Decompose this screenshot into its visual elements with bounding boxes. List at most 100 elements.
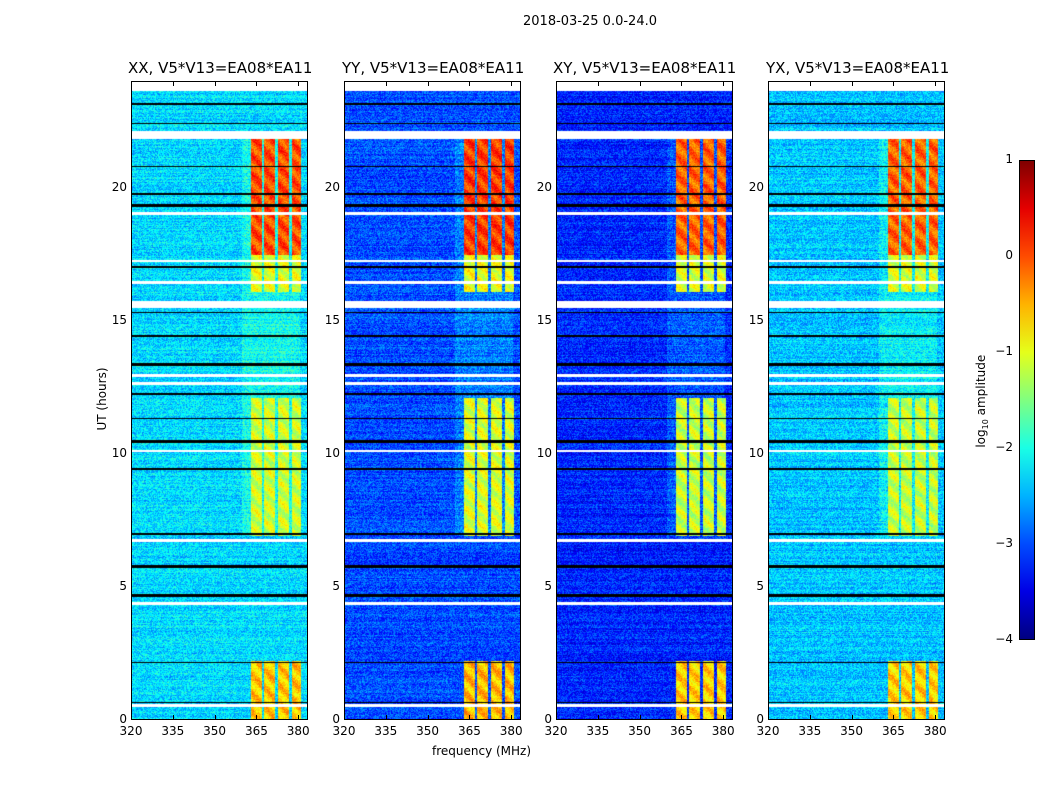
x-tick-mark [385, 715, 387, 719]
x-tick-mark [851, 82, 853, 86]
y-tick-label: 15 [111, 312, 127, 327]
y-tick-label: 20 [111, 179, 127, 194]
x-tick-mark [723, 82, 725, 86]
x-tick-mark [723, 715, 725, 719]
x-tick-mark [427, 82, 429, 86]
x-tick-mark [935, 715, 937, 719]
x-tick-label: 380 [499, 724, 523, 738]
x-tick-mark [256, 82, 258, 86]
y-tick-label: 10 [324, 445, 340, 460]
x-tick-label: 335 [374, 724, 398, 738]
x-tick-mark [172, 715, 174, 719]
x-tick-mark [639, 82, 641, 86]
y-tick-label: 0 [544, 712, 552, 726]
x-tick-mark [597, 82, 599, 86]
x-tick-label: 335 [161, 724, 185, 738]
x-tick-label: 320 [756, 724, 780, 738]
panel-title-yy: YY, V5*V13=EA08*EA11 [342, 59, 525, 77]
y-tick-label: 20 [536, 179, 552, 194]
x-tick-mark [427, 715, 429, 719]
y-tick-label: 0 [756, 712, 764, 726]
x-tick-mark [131, 715, 132, 719]
x-tick-mark [893, 82, 895, 86]
heatmap-panel-yy [344, 81, 521, 720]
y-tick-label: 5 [119, 578, 127, 593]
x-tick-mark [681, 82, 683, 86]
y-tick-label: 15 [324, 312, 340, 327]
x-tick-mark [768, 715, 769, 719]
heatmap-panel-xy [556, 81, 733, 720]
x-tick-mark [131, 82, 132, 86]
y-tick-label: 15 [536, 312, 552, 327]
x-tick-label: 380 [286, 724, 310, 738]
x-tick-label: 380 [923, 724, 947, 738]
colorbar-tick-label: 1 [1005, 152, 1013, 166]
x-tick-mark [556, 715, 557, 719]
y-tick-label: 0 [332, 712, 340, 726]
x-tick-label: 335 [798, 724, 822, 738]
figure-title: 2018-03-25 0.0-24.0 [523, 14, 657, 29]
y-tick-label: 5 [756, 578, 764, 593]
x-tick-mark [511, 715, 513, 719]
x-tick-label: 365 [244, 724, 268, 738]
panel-title-xy: XY, V5*V13=EA08*EA11 [553, 59, 737, 77]
x-tick-mark [681, 715, 683, 719]
x-tick-mark [298, 82, 300, 86]
x-tick-label: 365 [881, 724, 905, 738]
y-tick-label: 0 [119, 712, 127, 726]
heatmap-canvas [132, 82, 307, 719]
x-tick-mark [851, 715, 853, 719]
heatmap-panel-xx [131, 81, 308, 720]
x-tick-label: 335 [586, 724, 610, 738]
colorbar-tick-label: −1 [995, 344, 1013, 358]
x-tick-mark [344, 715, 345, 719]
x-tick-label: 350 [840, 724, 864, 738]
x-tick-label: 320 [332, 724, 356, 738]
x-tick-label: 320 [119, 724, 143, 738]
x-tick-mark [556, 82, 557, 86]
x-axis-label: frequency (MHz) [432, 744, 532, 758]
y-tick-label: 20 [748, 179, 764, 194]
x-tick-mark [469, 715, 471, 719]
y-tick-label: 10 [111, 445, 127, 460]
y-tick-label: 5 [544, 578, 552, 593]
x-tick-mark [469, 82, 471, 86]
x-tick-mark [597, 715, 599, 719]
x-tick-mark [298, 715, 300, 719]
x-tick-label: 350 [203, 724, 227, 738]
y-tick-label: 5 [332, 578, 340, 593]
colorbar-tick-label: −4 [995, 632, 1013, 646]
colorbar-tick-label: −2 [995, 440, 1013, 454]
x-tick-mark [172, 82, 174, 86]
y-axis-label: UT (hours) [95, 367, 109, 431]
heatmap-canvas [769, 82, 944, 719]
x-tick-label: 350 [416, 724, 440, 738]
colorbar-tick-label: −3 [995, 536, 1013, 550]
colorbar-label: log10 amplitude [973, 354, 991, 448]
x-tick-mark [935, 82, 937, 86]
x-tick-mark [768, 82, 769, 86]
x-tick-mark [893, 715, 895, 719]
x-tick-mark [214, 715, 216, 719]
panel-title-yx: YX, V5*V13=EA08*EA11 [766, 59, 950, 77]
panel-title-xx: XX, V5*V13=EA08*EA11 [128, 59, 313, 77]
x-tick-mark [809, 715, 811, 719]
colorbar [1019, 160, 1035, 640]
y-tick-label: 10 [748, 445, 764, 460]
heatmap-canvas [557, 82, 732, 719]
colorbar-tick-label: 0 [1005, 248, 1013, 262]
x-tick-mark [344, 82, 345, 86]
heatmap-panel-yx [768, 81, 945, 720]
x-tick-mark [214, 82, 216, 86]
x-tick-label: 350 [628, 724, 652, 738]
x-tick-mark [639, 715, 641, 719]
x-tick-mark [385, 82, 387, 86]
x-tick-mark [809, 82, 811, 86]
y-tick-label: 10 [536, 445, 552, 460]
x-tick-label: 365 [457, 724, 481, 738]
heatmap-canvas [345, 82, 520, 719]
x-tick-mark [256, 715, 258, 719]
y-tick-label: 15 [748, 312, 764, 327]
x-tick-label: 320 [544, 724, 568, 738]
